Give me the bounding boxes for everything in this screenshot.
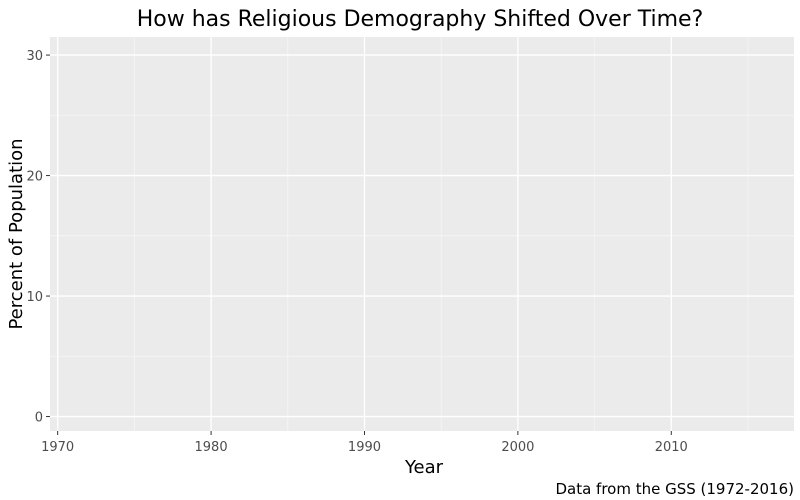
major-gridlines-y xyxy=(50,54,794,418)
chart-title: How has Religious Demography Shifted Ove… xyxy=(137,7,704,32)
y-tick-label: 20 xyxy=(26,170,43,185)
y-axis-title: Percent of Population xyxy=(6,138,27,329)
y-tick-label: 10 xyxy=(26,290,43,305)
y-axis-ticks: 0 10 20 30 xyxy=(26,49,50,426)
x-tick-label: 2000 xyxy=(501,440,534,455)
plot-panel xyxy=(50,37,794,431)
minor-gridlines-y xyxy=(50,114,794,357)
minor-gridlines-x xyxy=(133,37,749,431)
x-axis-title: Year xyxy=(404,457,444,478)
y-tick-label: 0 xyxy=(35,411,43,426)
x-axis-ticks: 1970 1980 1990 2000 2010 xyxy=(41,431,688,455)
major-gridlines-x xyxy=(57,37,672,431)
x-tick-label: 1980 xyxy=(195,440,228,455)
chart-caption: Data from the GSS (1972-2016) xyxy=(555,480,794,498)
x-tick-label: 1990 xyxy=(348,440,381,455)
x-tick-label: 2010 xyxy=(655,440,688,455)
x-tick-label: 1970 xyxy=(41,440,74,455)
y-tick-label: 30 xyxy=(26,49,43,64)
